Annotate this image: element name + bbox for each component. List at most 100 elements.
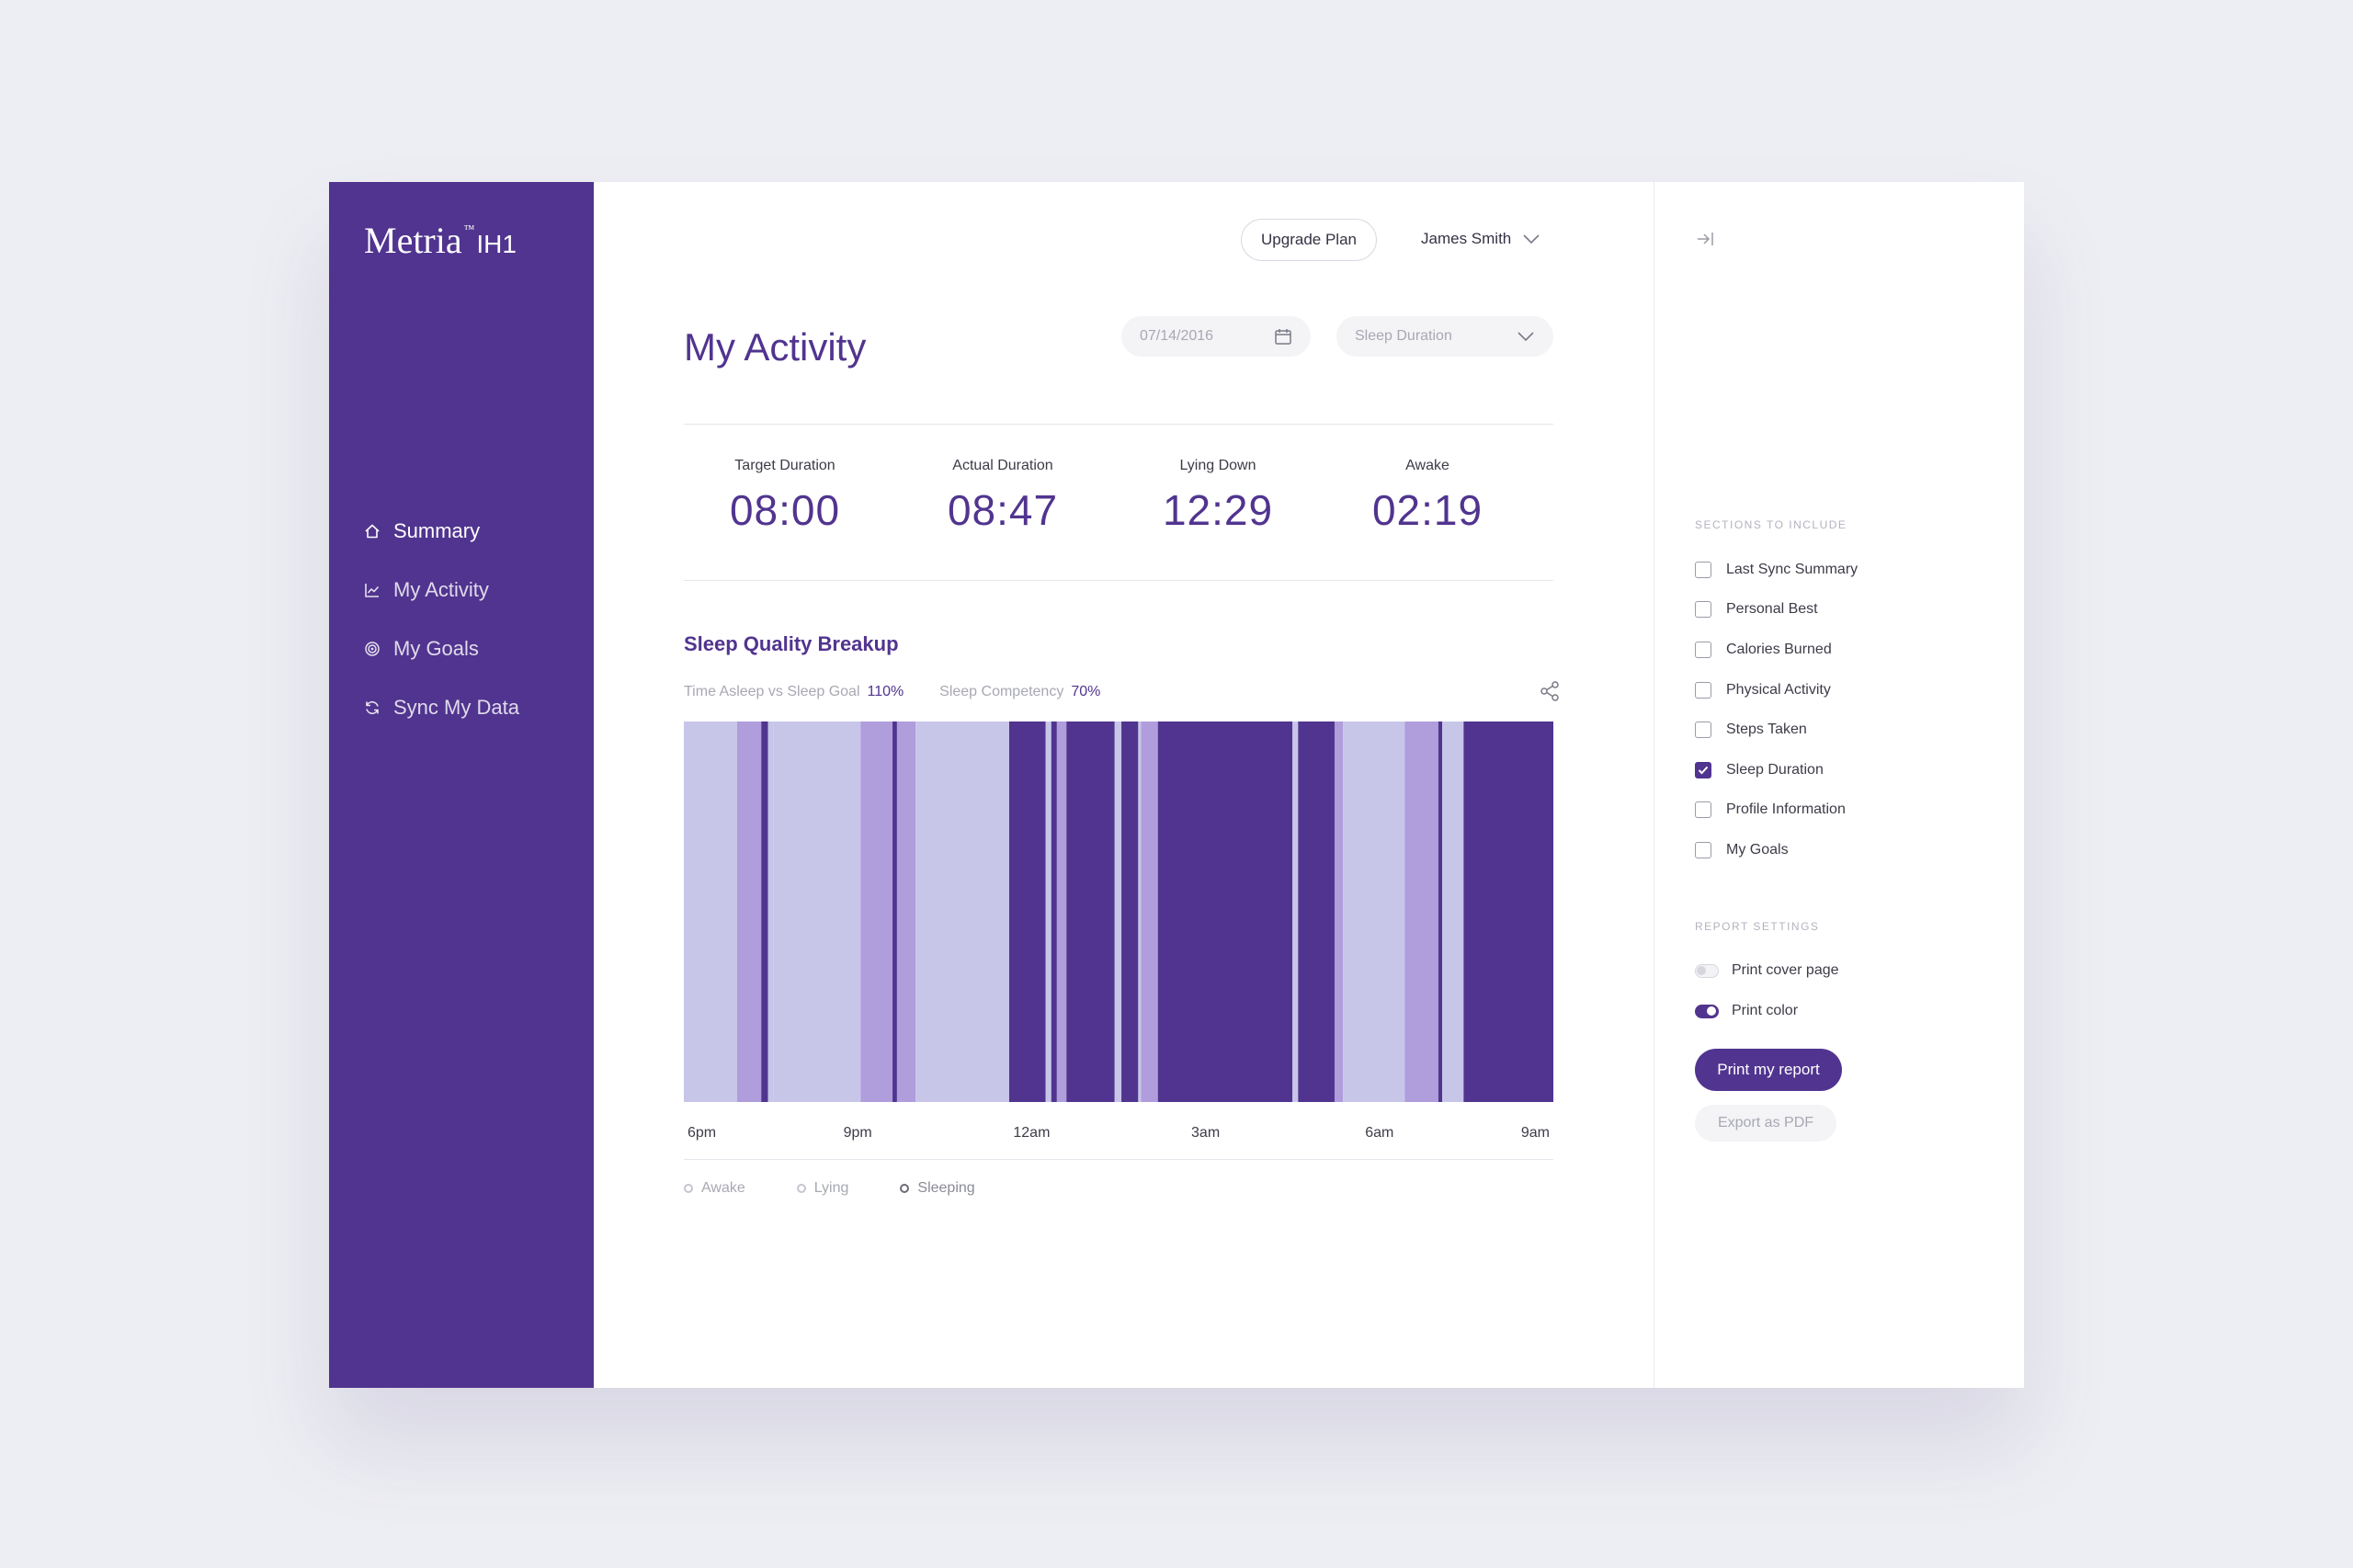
checkbox[interactable] <box>1695 641 1711 658</box>
sleep-segment-sleeping <box>1008 722 1046 1102</box>
stat-actual-duration: Actual Duration 08:47 <box>902 458 1104 535</box>
sleep-segment-awake <box>1343 722 1405 1102</box>
section-option-steps-taken[interactable]: Steps Taken <box>1695 710 1858 750</box>
section-option-label: My Goals <box>1726 841 1789 858</box>
checkbox[interactable] <box>1695 761 1711 778</box>
sleep-segment-sleeping <box>892 722 897 1102</box>
sleep-segment-awake <box>1045 722 1051 1102</box>
user-name: James Smith <box>1421 230 1512 247</box>
section-option-calories-burned[interactable]: Calories Burned <box>1695 630 1858 670</box>
checkbox[interactable] <box>1695 681 1711 699</box>
chart-divider <box>684 1159 1553 1160</box>
divider <box>684 580 1553 581</box>
home-icon <box>365 524 380 539</box>
collapse-panel-icon[interactable] <box>1695 230 1715 248</box>
section-option-my-goals[interactable]: My Goals <box>1695 830 1858 870</box>
stat-value: 08:00 <box>729 486 841 534</box>
sleep-segment-awake <box>767 722 774 1102</box>
section-option-label: Profile Information <box>1726 801 1846 818</box>
checkbox[interactable] <box>1695 801 1711 819</box>
sleep-segment-lying <box>1334 722 1344 1102</box>
sleep-segment-sleeping <box>1463 722 1553 1102</box>
setting-label: Print cover page <box>1732 962 1839 978</box>
sections-heading: SECTIONS TO INCLUDE <box>1695 518 1847 531</box>
settings-list: Print cover page Print color <box>1695 950 1839 1031</box>
sidebar-nav: Summary My Activity My Goals Sync My Dat… <box>364 502 519 737</box>
app-window: Metria ™IH1 Summary My Activity My Goals … <box>329 182 2024 1388</box>
sleep-segment-awake <box>1114 722 1122 1102</box>
section-option-physical-activity[interactable]: Physical Activity <box>1695 670 1858 710</box>
user-menu[interactable]: James Smith <box>1421 230 1540 248</box>
stat-lying-down: Lying Down 12:29 <box>1117 458 1319 535</box>
x-tick-label: 12am <box>1013 1125 1050 1141</box>
toggle-switch[interactable] <box>1695 1004 1719 1018</box>
stat-label: Awake <box>1405 458 1449 473</box>
chart-legend: Awake Lying Sleeping <box>684 1180 1027 1197</box>
sleep-segment-awake <box>684 722 737 1102</box>
sleep-segment-lying <box>736 722 762 1102</box>
x-tick-label: 9am <box>1521 1125 1550 1141</box>
metric-value: 110% <box>867 684 904 699</box>
legend-item-awake: Awake <box>684 1180 745 1197</box>
sleep-segment-sleeping <box>1438 722 1443 1102</box>
x-tick-label: 3am <box>1191 1125 1220 1141</box>
stat-value: 02:19 <box>1371 486 1483 534</box>
sections-checklist: Last Sync Summary Personal Best Calories B… <box>1695 550 1858 870</box>
settings-heading: REPORT SETTINGS <box>1695 920 1820 933</box>
sleep-metrics: Time Asleep vs Sleep Goal 110% Sleep Comp… <box>684 684 1100 700</box>
sleep-segment-awake <box>1138 722 1142 1102</box>
sleep-segment-lying <box>860 722 893 1102</box>
target-icon <box>365 642 380 656</box>
sleep-segment-sleeping <box>761 722 768 1102</box>
date-picker[interactable]: 07/14/2016 <box>1121 316 1311 357</box>
sleep-segment-awake <box>1442 722 1464 1102</box>
checkbox[interactable] <box>1695 722 1711 739</box>
checkbox[interactable] <box>1695 561 1711 578</box>
section-option-label: Calories Burned <box>1726 641 1832 657</box>
legend-label: Sleeping <box>917 1180 975 1196</box>
sidebar-item-label: My Goals <box>393 637 479 660</box>
x-tick-label: 9pm <box>844 1125 872 1141</box>
share-icon[interactable] <box>1539 680 1561 702</box>
section-option-personal-best[interactable]: Personal Best <box>1695 590 1858 631</box>
print-report-button[interactable]: Print my report <box>1695 1049 1842 1091</box>
checkbox[interactable] <box>1695 841 1711 858</box>
metric-label: Sleep Competency <box>939 684 1064 699</box>
sleep-segment-lying <box>1141 722 1158 1102</box>
sync-icon <box>366 700 379 715</box>
section-option-label: Personal Best <box>1726 601 1818 618</box>
sleep-segment-lying <box>1056 722 1067 1102</box>
checkbox[interactable] <box>1695 601 1711 619</box>
metric-value: 70% <box>1071 684 1101 699</box>
section-option-last-sync-summary[interactable]: Last Sync Summary <box>1695 550 1858 590</box>
sleep-segment-awake <box>1292 722 1299 1102</box>
sidebar-item-my-goals[interactable]: My Goals <box>364 619 519 678</box>
sleep-segment-sleeping <box>1121 722 1139 1102</box>
setting-print-cover-page[interactable]: Print cover page <box>1695 950 1839 991</box>
brand-name: Metria <box>364 220 462 261</box>
section-select[interactable]: Sleep Duration <box>1336 316 1553 357</box>
sidebar-item-label: My Activity <box>393 578 489 601</box>
stat-target-duration: Target Duration 08:00 <box>684 458 886 535</box>
stats-row: Target Duration 08:00 Actual Duration 08… <box>684 458 1553 540</box>
section-option-profile-information[interactable]: Profile Information <box>1695 790 1858 831</box>
sidebar-item-label: Sync My Data <box>393 696 519 719</box>
chart-line-icon <box>365 584 380 597</box>
brand-logo[interactable]: Metria ™IH1 <box>364 219 517 262</box>
sidebar-item-summary[interactable]: Summary <box>364 502 519 561</box>
stat-label: Actual Duration <box>952 458 1053 473</box>
legend-label: Lying <box>813 1180 849 1196</box>
stat-value: 08:47 <box>947 486 1059 534</box>
check-icon <box>1698 766 1709 775</box>
toggle-switch[interactable] <box>1695 963 1719 978</box>
sidebar-item-my-activity[interactable]: My Activity <box>364 561 519 619</box>
page-title: My Activity <box>684 325 867 369</box>
section-option-label: Last Sync Summary <box>1726 561 1859 577</box>
export-pdf-button[interactable]: Export as PDF <box>1695 1105 1836 1142</box>
section-option-sleep-duration[interactable]: Sleep Duration <box>1695 750 1858 790</box>
calendar-icon <box>1275 329 1291 345</box>
setting-print-color[interactable]: Print color <box>1695 991 1839 1031</box>
upgrade-plan-button[interactable]: Upgrade Plan <box>1241 219 1377 261</box>
sidebar-item-sync-my-data[interactable]: Sync My Data <box>364 678 519 737</box>
stat-label: Lying Down <box>1179 458 1256 473</box>
